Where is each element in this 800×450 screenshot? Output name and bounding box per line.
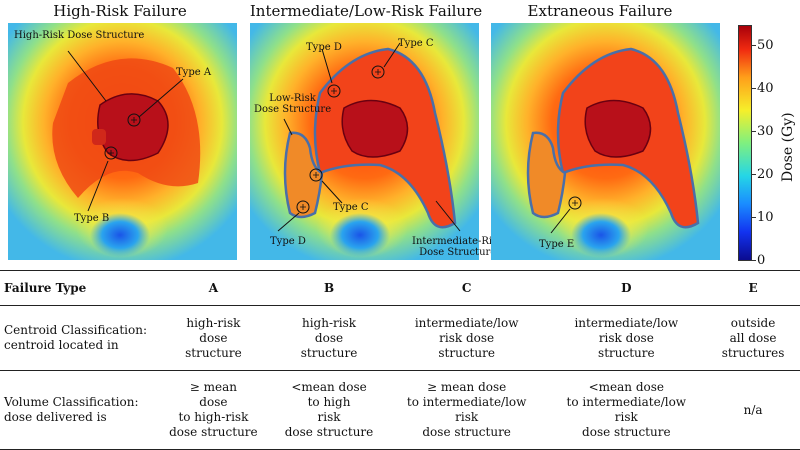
- colorbar-tick-40: 40: [757, 81, 774, 96]
- cell-centroid-a: high-risk dose structure: [155, 305, 272, 371]
- header-a: A: [208, 280, 219, 295]
- dose-map-high-risk: [8, 23, 237, 260]
- table-row-centroid: Centroid Classification: centroid locate…: [0, 305, 800, 371]
- cell-volume-b: <mean dose to high risk dose structure: [271, 370, 387, 450]
- cell-volume-a: ≥ mean dose to high-risk dose structure: [155, 370, 272, 450]
- cell-centroid-c: intermediate/low risk dose structure: [386, 305, 547, 371]
- label-type-c-top: Type C: [398, 38, 434, 49]
- header-c: C: [461, 280, 472, 295]
- cell-centroid-b: high-risk dose structure: [271, 305, 387, 371]
- header-failure-type: Failure Type: [4, 280, 87, 295]
- table-row-volume: Volume Classification: dose delivered is…: [0, 370, 800, 450]
- cell-volume-c: ≥ mean dose to intermediate/low risk dos…: [386, 370, 547, 450]
- colorbar-tick-20: 20: [757, 167, 774, 182]
- cell-centroid-e: outside all dose structures: [706, 305, 800, 371]
- label-low-risk-dose-structure: Low-Risk Dose Structure: [254, 93, 332, 115]
- row-label-volume: Volume Classification: dose delivered is: [0, 370, 156, 450]
- label-intermediate-risk-dose-structure: Intermediate-Risk Dose Structure: [412, 236, 504, 258]
- colorbar-tick-0: 0: [757, 253, 766, 268]
- label-type-e: Type E: [539, 239, 575, 250]
- cell-volume-e: n/a: [706, 370, 800, 450]
- table-header-row: Failure Type A B C D E: [0, 270, 800, 306]
- colorbar-tick-50: 50: [757, 38, 774, 53]
- label-type-d-bottom: Type D: [270, 236, 306, 247]
- label-type-b: Type B: [74, 213, 110, 224]
- label-type-a: Type A: [176, 67, 212, 78]
- cell-centroid-d: intermediate/low risk dose structure: [546, 305, 707, 371]
- row-label-centroid: Centroid Classification: centroid locate…: [0, 305, 156, 371]
- label-type-c-bottom: Type C: [333, 202, 369, 213]
- colorbar-tick-10: 10: [757, 210, 774, 225]
- header-d: D: [621, 280, 632, 295]
- panel-title-high-risk: High-Risk Failure: [53, 2, 187, 20]
- label-type-d-top: Type D: [306, 42, 342, 53]
- cell-volume-d: <mean dose to intermediate/low risk dose…: [546, 370, 707, 450]
- panel-title-intermediate-low-risk: Intermediate/Low-Risk Failure: [249, 2, 483, 20]
- dose-map-extraneous: [491, 23, 720, 260]
- failure-type-table: Failure Type A B C D E Centroid Classifi…: [0, 270, 800, 450]
- dose-map-intermediate-low-risk: [250, 23, 479, 260]
- colorbar-label: Dose (Gy): [780, 112, 796, 182]
- colorbar-tick-30: 30: [757, 124, 774, 139]
- label-high-risk-dose-structure: High-Risk Dose Structure: [14, 30, 145, 41]
- header-e: E: [748, 280, 758, 295]
- dose-colorbar: [738, 25, 752, 261]
- panel-title-extraneous: Extraneous Failure: [527, 2, 673, 20]
- header-b: B: [323, 280, 335, 295]
